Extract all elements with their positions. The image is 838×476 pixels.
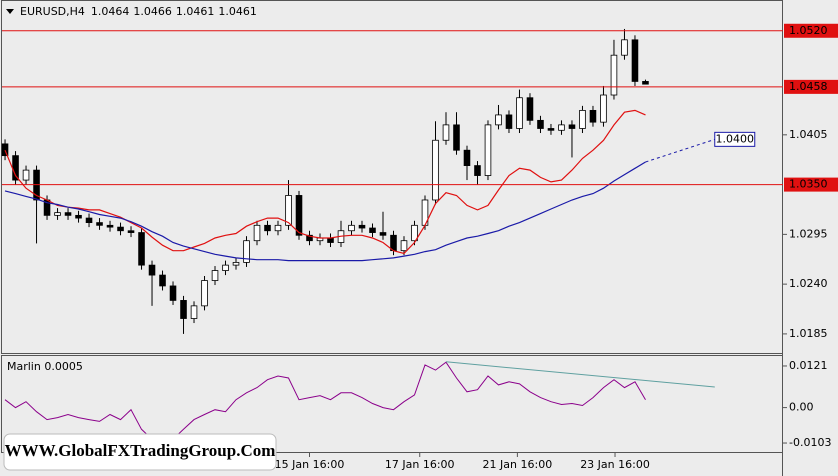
candle-body (442, 124, 450, 141)
indicator-line (4, 361, 646, 445)
indicator-title: Marlin 0.0005 (7, 360, 83, 373)
y-tick-label: 1.0295 (789, 227, 828, 240)
candle-body (348, 224, 355, 232)
candle-body (54, 212, 61, 216)
x-tick-label: 17 Jan 16:00 (385, 458, 455, 471)
candle-body (526, 97, 534, 121)
candle-body (285, 195, 292, 226)
candle-body (369, 227, 376, 233)
candle-body (537, 119, 544, 129)
candle-body (201, 280, 208, 307)
candle-body (390, 234, 397, 252)
header-open: 1.0464 (91, 5, 130, 18)
candle-body (610, 54, 618, 96)
header-close: 1.0461 (218, 5, 257, 18)
candle-body (117, 226, 124, 232)
candle-body (516, 97, 523, 129)
chart-header: EURUSD,H4 1.0464 1.0466 1.0461 1.0461 (20, 5, 257, 18)
candle-body (106, 224, 114, 228)
moving-average (4, 109, 646, 255)
candle-body (232, 262, 240, 266)
candle-body (253, 224, 261, 242)
watermark-box (3, 433, 277, 471)
header-low: 1.0461 (176, 5, 215, 18)
y-tick-label: 0.00 (789, 401, 814, 414)
candle-body (75, 214, 82, 219)
candle-body (411, 224, 418, 242)
candle-body (495, 114, 502, 126)
candle-body (295, 195, 303, 236)
level-label: 1.0520 (789, 24, 828, 37)
candle-body (474, 165, 481, 176)
menu-arrow (6, 9, 14, 14)
candle-body (264, 224, 271, 232)
candle-body (22, 169, 30, 181)
candle-body (327, 237, 334, 243)
candle-body (379, 232, 387, 236)
y-tick-label: 0.0121 (789, 359, 828, 372)
candle-body (306, 234, 313, 242)
projection-label: 1.0400 (716, 132, 755, 145)
candle-body (547, 128, 555, 131)
y-tick-label: 1.0185 (789, 327, 828, 340)
candle-body (600, 94, 607, 123)
main-panel (1, 0, 783, 354)
candle-body (484, 124, 492, 176)
moving-average (4, 161, 646, 262)
candle-body (211, 270, 219, 281)
candle-body (127, 230, 135, 233)
candle-body (159, 274, 166, 287)
candle-body (463, 149, 471, 166)
y-tick-label: -0.0103 (789, 436, 831, 449)
symbol: EURUSD,H4 (20, 5, 85, 18)
candle-body (568, 124, 576, 129)
candle-body (169, 285, 177, 301)
candle-body (579, 109, 586, 129)
candle-body (358, 224, 366, 229)
candle-body (589, 109, 597, 123)
level-label: 1.0458 (789, 80, 828, 93)
candle-body (1, 143, 9, 157)
projection-line (645, 138, 715, 163)
candle-body (148, 264, 156, 276)
x-tick-label: 21 Jan 16:00 (483, 458, 553, 471)
candle-body (621, 39, 628, 56)
candle-body (85, 217, 93, 224)
candle-body (96, 222, 103, 226)
layer: 1.0405 1.0295 1.0240 1.0185 1.0400 1.0520 1.04… (1, 23, 838, 471)
header-high: 1.0466 (133, 5, 172, 18)
x-tick-label: 15 Jan 16:00 (275, 458, 345, 471)
candle-body (642, 81, 649, 85)
candle-body (453, 124, 460, 151)
candle-body (138, 232, 145, 266)
level-label-box (784, 23, 838, 38)
candle-body (631, 39, 639, 82)
candle-body (222, 264, 229, 271)
projection-label-box (714, 131, 756, 147)
candle-body (558, 124, 565, 131)
candle-body (190, 305, 198, 319)
y-tick-label: 1.0405 (789, 128, 828, 141)
candle-body (243, 240, 250, 263)
level-label: 1.0350 (789, 178, 828, 191)
level-label-box (784, 79, 838, 94)
candle-body (432, 139, 439, 201)
candle-body (180, 300, 187, 319)
candle-body (274, 224, 282, 232)
divergence-line (445, 361, 715, 388)
candle-body (400, 240, 408, 252)
x-tick-label: 23 Jan 16:00 (580, 458, 650, 471)
level-label-box (784, 177, 838, 192)
watermark: WWW.GlobalFXTradingGroup.Com (5, 441, 276, 460)
y-tick-label: 1.0240 (789, 277, 828, 290)
candle-body (505, 114, 513, 129)
candle-body (64, 212, 72, 216)
